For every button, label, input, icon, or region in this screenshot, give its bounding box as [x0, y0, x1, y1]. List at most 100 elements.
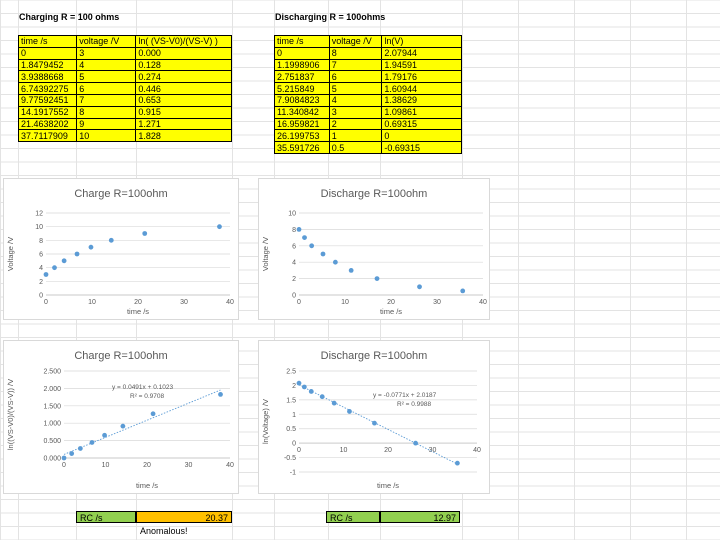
data-point[interactable]	[332, 259, 338, 265]
table-cell[interactable]: 6	[76, 82, 137, 95]
data-point[interactable]	[43, 272, 49, 277]
table-cell[interactable]: 9	[76, 117, 137, 131]
data-point[interactable]	[108, 237, 114, 243]
table-cell[interactable]: 6	[328, 70, 383, 84]
data-point[interactable]	[454, 460, 460, 466]
table-cell[interactable]: 0.128	[135, 58, 232, 72]
data-point[interactable]	[217, 224, 222, 230]
table-cell[interactable]: 0.5	[328, 141, 383, 154]
table-cell[interactable]: 5	[328, 82, 383, 95]
table-cell[interactable]: 1	[328, 129, 383, 143]
data-point[interactable]	[52, 265, 57, 271]
table-cell[interactable]: 21.4638202	[17, 117, 78, 131]
discharge-ln-chart[interactable]: Discharge R=100ohm -1 -0.5 0 0.5 1 1.5 2 2.5 0 10 2…	[258, 340, 490, 494]
data-point[interactable]	[296, 227, 302, 232]
table-cell[interactable]: 4	[328, 93, 383, 107]
data-point[interactable]	[296, 380, 302, 386]
table-header-cell: ln( (VS-V0)/(VS-V) )	[135, 35, 232, 48]
data-point[interactable]	[302, 235, 307, 240]
data-point[interactable]	[460, 288, 466, 294]
y-tick-label: 8	[39, 238, 43, 245]
data-point[interactable]	[309, 243, 315, 249]
y-tick-label: 1.000	[43, 421, 61, 428]
table-cell[interactable]: 1.1998906	[274, 58, 330, 72]
data-point[interactable]	[413, 440, 418, 446]
table-cell[interactable]: 3	[328, 105, 383, 119]
data-point[interactable]	[308, 389, 314, 394]
table-cell[interactable]: 0.274	[135, 70, 232, 84]
data-point[interactable]	[320, 251, 326, 257]
data-point[interactable]	[77, 446, 83, 451]
table-cell[interactable]: -0.69315	[381, 141, 462, 154]
data-point[interactable]	[150, 411, 156, 417]
table-cell[interactable]: 8	[76, 105, 137, 119]
table-cell[interactable]: 10	[76, 129, 137, 143]
data-point[interactable]	[69, 451, 75, 456]
table-cell[interactable]: 7.9084823	[274, 93, 330, 107]
table-cell[interactable]: 1.09861	[381, 105, 462, 119]
table-cell[interactable]: 7	[328, 58, 383, 72]
table-cell[interactable]: 1.38629	[381, 93, 462, 107]
table-cell[interactable]: 1.94591	[381, 58, 462, 72]
trend-equation: y = -0.0771x + 2.0187	[373, 392, 437, 399]
data-point[interactable]	[347, 409, 352, 414]
table-cell[interactable]: 0.653	[135, 93, 232, 107]
charge-ln-chart[interactable]: Charge R=100ohm 0.000 0.500 1.000 1.500 2.000…	[3, 340, 239, 494]
discharge-voltage-chart[interactable]: Discharge R=100ohm 0 2 4 6 8 10 0 10 20 30 40 time /…	[258, 178, 490, 320]
table-row: 1.8479452 4 0.128	[17, 58, 232, 72]
table-cell[interactable]: 0.69315	[381, 117, 462, 131]
data-point[interactable]	[142, 231, 148, 236]
table-cell[interactable]: 6.74392275	[17, 82, 78, 95]
data-point[interactable]	[74, 251, 80, 257]
table-cell[interactable]: 37.7117909	[17, 129, 78, 143]
data-point[interactable]	[102, 432, 107, 438]
table-cell[interactable]: 35.591726	[274, 141, 330, 154]
table-cell[interactable]: 9.77592451	[17, 93, 78, 107]
data-point[interactable]	[61, 258, 67, 264]
table-cell[interactable]: 0	[274, 46, 330, 60]
table-cell[interactable]: 2.751837	[274, 70, 330, 84]
data-point[interactable]	[61, 455, 67, 461]
table-cell[interactable]: 0	[381, 129, 462, 143]
discharging-table: time /s voltage /V ln(V) 0 8 2.07944 1.1998906…	[274, 35, 462, 154]
y-tick-label: 0	[39, 293, 43, 300]
table-cell[interactable]: 26.199753	[274, 129, 330, 143]
table-cell[interactable]: 3.9388668	[17, 70, 78, 84]
table-cell[interactable]: 3	[76, 46, 137, 60]
table-cell[interactable]: 0.446	[135, 82, 232, 95]
data-point[interactable]	[319, 394, 325, 400]
rc-charge-value: 20.37	[136, 511, 232, 523]
data-point[interactable]	[372, 420, 377, 426]
data-point[interactable]	[88, 244, 94, 250]
data-point[interactable]	[417, 284, 422, 290]
chart-title: Discharge R=100ohm	[321, 350, 428, 362]
table-cell[interactable]: 1.79176	[381, 70, 462, 84]
table-cell[interactable]: 11.340842	[274, 105, 330, 119]
data-point[interactable]	[348, 268, 354, 273]
table-cell[interactable]: 4	[76, 58, 137, 72]
data-point[interactable]	[301, 384, 307, 390]
data-point[interactable]	[89, 440, 95, 445]
table-cell[interactable]: 5.215849	[274, 82, 330, 95]
table-cell[interactable]: 14.1917552	[17, 105, 78, 119]
table-cell[interactable]: 1.60944	[381, 82, 462, 95]
charge-voltage-chart[interactable]: Charge R=100ohm 0 2 4 6 8 10 12 0 10 20 30 40 time /s…	[3, 178, 239, 320]
table-cell[interactable]: 2	[328, 117, 383, 131]
table-cell[interactable]: 1.8479452	[17, 58, 78, 72]
table-cell[interactable]: 0.915	[135, 105, 232, 119]
table-cell[interactable]: 0	[17, 46, 78, 60]
table-cell[interactable]: 5	[76, 70, 137, 84]
table-cell[interactable]: 1.828	[135, 129, 232, 143]
table-cell[interactable]: 1.271	[135, 117, 232, 131]
data-point[interactable]	[331, 400, 337, 406]
data-point[interactable]	[374, 276, 380, 281]
data-point[interactable]	[218, 391, 223, 397]
table-cell[interactable]: 0.000	[135, 46, 232, 60]
table-cell[interactable]: 16.959821	[274, 117, 330, 131]
table-header-cell: time /s	[17, 35, 78, 48]
table-cell[interactable]: 2.07944	[381, 46, 462, 60]
y-axis-label: ln(Voltage) /V	[261, 399, 270, 444]
data-point[interactable]	[120, 423, 126, 429]
table-cell[interactable]: 8	[328, 46, 383, 60]
table-cell[interactable]: 7	[76, 93, 137, 107]
